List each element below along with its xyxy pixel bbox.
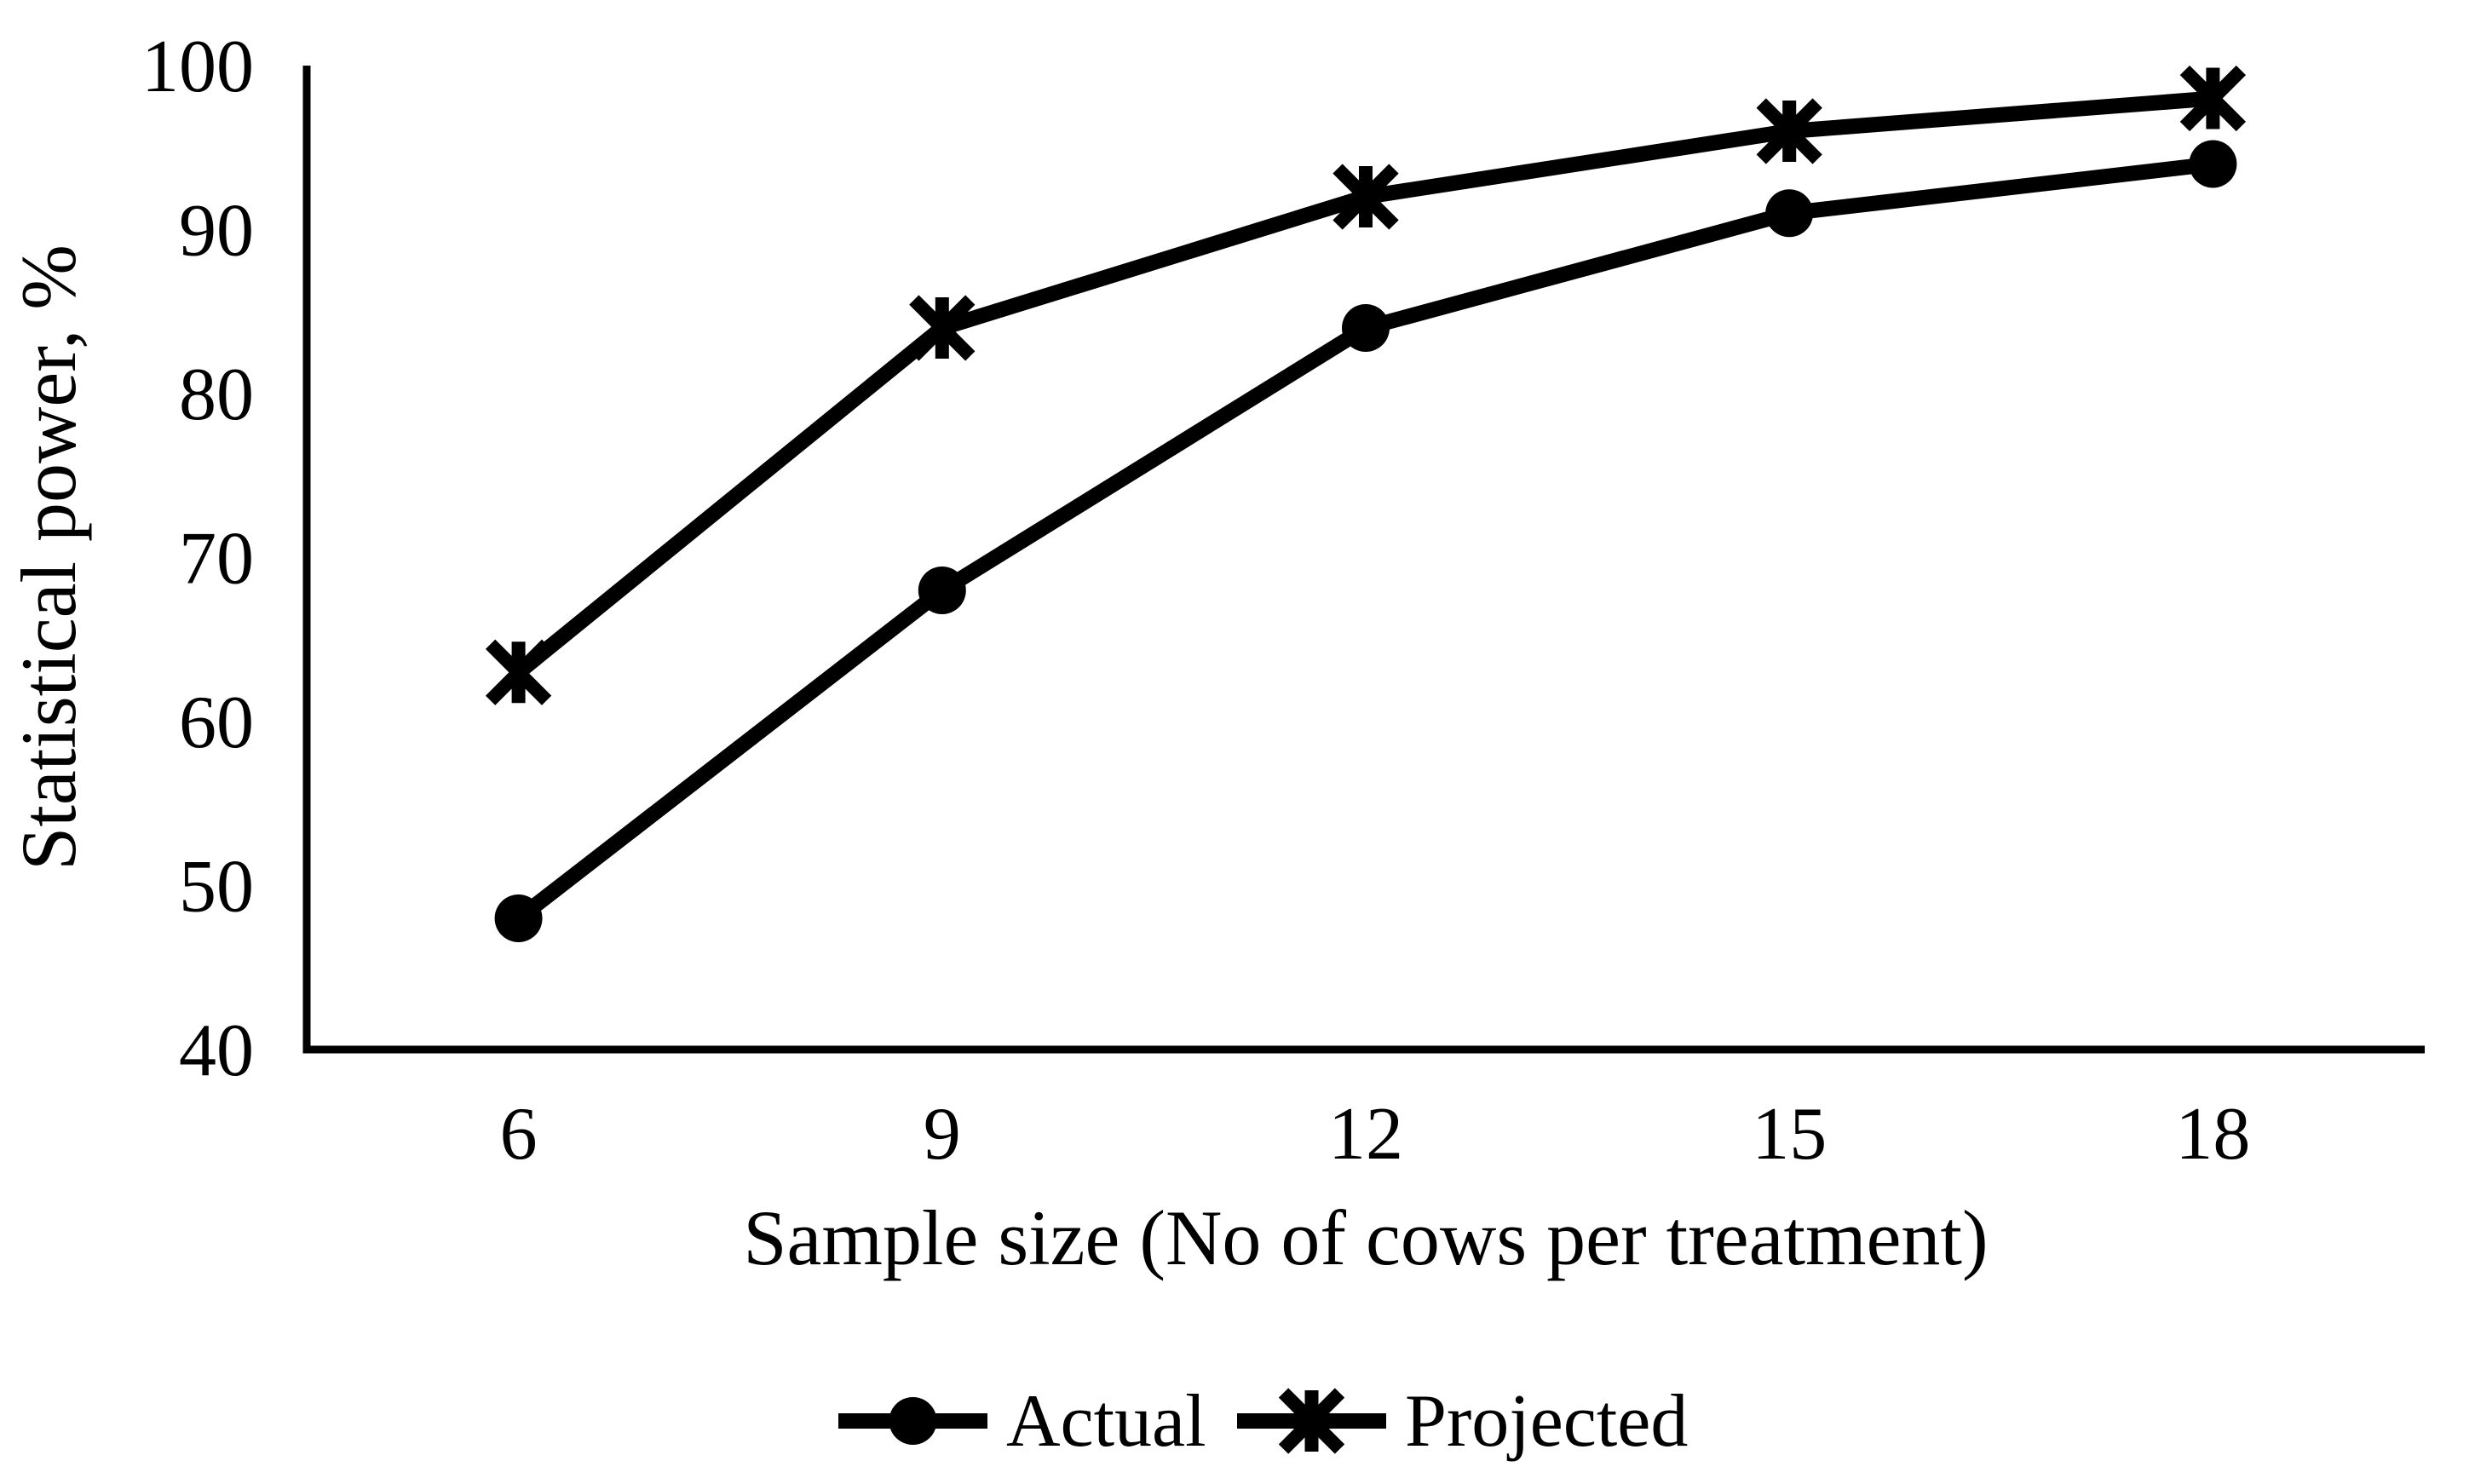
marker-circle-actual [1342,304,1390,352]
y-axis-title: Statistical power, % [5,244,92,871]
y-tick-label: 70 [179,518,254,601]
axis-lines [302,66,2425,1054]
y-tick-label: 50 [179,846,254,929]
legend-label-actual: Actual [1006,1380,1206,1463]
y-tick-label: 90 [179,190,254,273]
marker-circle-actual [2189,140,2237,188]
legend-label-projected: Projected [1405,1380,1688,1463]
marker-asterisk-projected [1332,164,1399,230]
series-line-actual [514,156,2214,925]
x-tick-label: 9 [924,1093,961,1176]
x-axis-title: Sample size (No of cows per treatment) [743,1194,1988,1281]
x-tick-label: 18 [2175,1093,2250,1176]
legend-marker-circle-actual [889,1397,937,1445]
y-tick-label: 40 [179,1009,254,1092]
marker-asterisk-projected [1756,98,1822,164]
marker-asterisk-projected [2179,65,2247,132]
marker-asterisk-projected [909,295,976,361]
legend-marker-asterisk-projected [1278,1388,1345,1454]
y-tick-label: 80 [179,354,254,436]
marker-circle-actual [1765,189,1814,238]
marker-circle-actual [494,894,543,942]
x-tick-label: 6 [500,1093,538,1176]
x-tick-label: 15 [1752,1093,1827,1176]
y-tick-label: 60 [179,682,254,764]
marker-asterisk-projected [485,639,552,705]
x-tick-label: 12 [1328,1093,1403,1176]
y-tick-label: 100 [141,26,254,108]
marker-circle-actual [918,567,966,614]
